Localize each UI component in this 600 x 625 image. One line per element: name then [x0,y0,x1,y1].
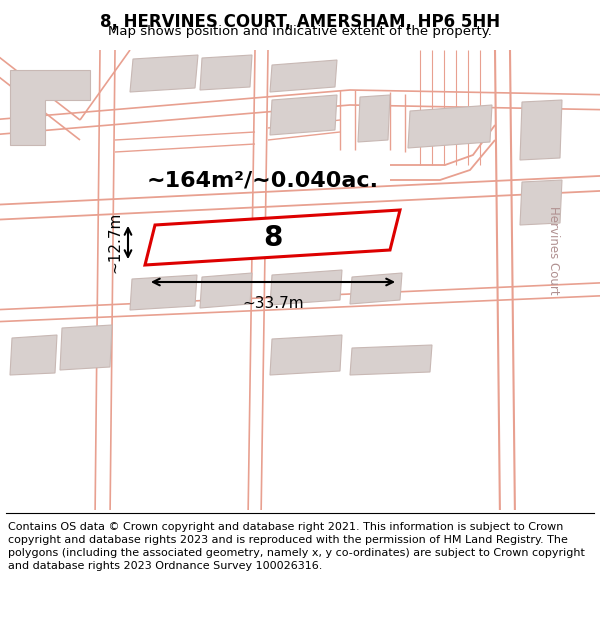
Polygon shape [130,275,197,310]
Text: Map shows position and indicative extent of the property.: Map shows position and indicative extent… [108,24,492,38]
Polygon shape [10,335,57,375]
Text: 8, HERVINES COURT, AMERSHAM, HP6 5HH: 8, HERVINES COURT, AMERSHAM, HP6 5HH [100,12,500,31]
Text: ~33.7m: ~33.7m [242,296,304,311]
Text: ~12.7m: ~12.7m [107,212,122,273]
Polygon shape [270,270,342,305]
Polygon shape [200,55,252,90]
Polygon shape [520,100,562,160]
Polygon shape [350,273,402,304]
Polygon shape [60,325,112,370]
Polygon shape [10,70,90,145]
Text: Hervines Court: Hervines Court [547,206,560,294]
Polygon shape [270,60,337,92]
Text: 8: 8 [263,224,282,251]
Polygon shape [130,55,198,92]
Polygon shape [200,273,252,308]
Polygon shape [270,95,337,135]
Text: Contains OS data © Crown copyright and database right 2021. This information is : Contains OS data © Crown copyright and d… [8,521,584,571]
Text: ~164m²/~0.040ac.: ~164m²/~0.040ac. [146,170,379,190]
Polygon shape [145,210,400,265]
Polygon shape [358,95,390,142]
Polygon shape [350,345,432,375]
Polygon shape [520,180,562,225]
Polygon shape [270,335,342,375]
Polygon shape [408,105,492,148]
